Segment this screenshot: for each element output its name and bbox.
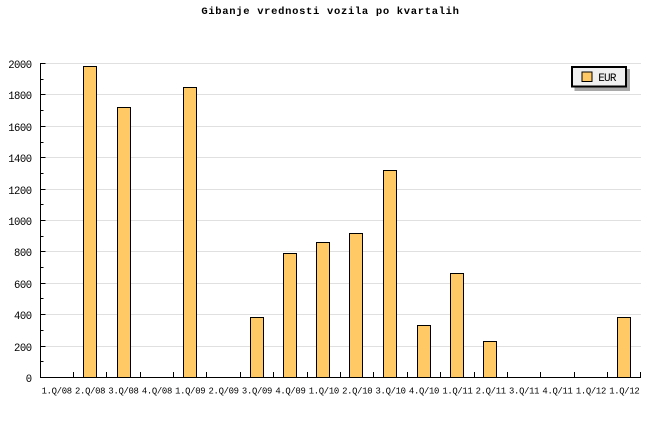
svg-text:1.Q/12: 1.Q/12 (609, 387, 639, 397)
svg-text:600: 600 (14, 280, 32, 292)
svg-text:1.Q/12: 1.Q/12 (576, 387, 606, 397)
svg-text:400: 400 (14, 311, 32, 323)
svg-text:1800: 1800 (8, 91, 32, 103)
svg-text:4.Q/09: 4.Q/09 (275, 387, 305, 397)
svg-text:2.Q/08: 2.Q/08 (75, 387, 105, 397)
svg-text:2.Q/10: 2.Q/10 (342, 387, 372, 397)
svg-text:1.Q/09: 1.Q/09 (175, 387, 205, 397)
svg-text:3.Q/11: 3.Q/11 (509, 387, 539, 397)
svg-text:2000: 2000 (8, 60, 32, 72)
svg-text:Gibanje vrednosti vozila po kv: Gibanje vrednosti vozila po kvartalih (201, 6, 459, 18)
svg-text:4.Q/08: 4.Q/08 (142, 387, 172, 397)
svg-text:2.Q/09: 2.Q/09 (209, 387, 239, 397)
svg-text:1000: 1000 (8, 217, 32, 229)
svg-text:EUR: EUR (598, 73, 617, 85)
svg-text:4.Q/10: 4.Q/10 (409, 387, 439, 397)
svg-text:3.Q/10: 3.Q/10 (376, 387, 406, 397)
svg-text:1200: 1200 (8, 186, 32, 198)
svg-text:1.Q/10: 1.Q/10 (309, 387, 339, 397)
svg-text:4.Q/11: 4.Q/11 (542, 387, 572, 397)
svg-text:0: 0 (26, 374, 32, 386)
svg-text:3.Q/08: 3.Q/08 (108, 387, 138, 397)
svg-text:1.Q/08: 1.Q/08 (42, 387, 72, 397)
svg-text:1.Q/11: 1.Q/11 (442, 387, 472, 397)
svg-text:1600: 1600 (8, 123, 32, 135)
svg-text:2.Q/11: 2.Q/11 (476, 387, 506, 397)
svg-text:200: 200 (14, 343, 32, 355)
svg-text:3.Q/09: 3.Q/09 (242, 387, 272, 397)
svg-text:800: 800 (14, 248, 32, 260)
svg-text:1400: 1400 (8, 154, 32, 166)
